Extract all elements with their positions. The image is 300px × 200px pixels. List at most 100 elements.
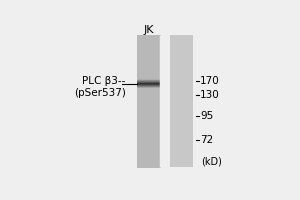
Bar <box>137 121 161 122</box>
Bar <box>137 83 161 84</box>
Bar <box>137 51 161 52</box>
Bar <box>137 47 161 48</box>
Bar <box>137 96 161 97</box>
Bar <box>137 137 161 138</box>
Bar <box>137 86 161 87</box>
Bar <box>137 161 161 162</box>
Bar <box>137 75 161 76</box>
Bar <box>137 83 161 84</box>
Bar <box>137 64 161 66</box>
Bar <box>137 82 161 83</box>
Bar <box>137 63 161 64</box>
Bar <box>137 88 161 89</box>
Bar <box>137 149 161 150</box>
Bar <box>170 35 193 167</box>
Bar <box>137 85 161 87</box>
Bar <box>137 82 161 84</box>
Bar <box>137 147 161 149</box>
Bar <box>137 85 161 86</box>
Bar <box>137 143 161 145</box>
Bar <box>137 45 161 47</box>
Bar <box>137 60 161 62</box>
Text: 95: 95 <box>200 111 214 121</box>
Bar <box>137 122 161 124</box>
Bar <box>137 104 161 105</box>
Bar <box>137 40 161 42</box>
Bar <box>137 92 161 93</box>
Text: JK: JK <box>144 25 154 35</box>
Bar <box>137 56 161 58</box>
Bar <box>137 80 161 81</box>
Bar <box>137 106 161 108</box>
Bar <box>137 141 161 142</box>
Bar <box>137 82 161 83</box>
Bar <box>137 80 161 81</box>
Bar <box>137 94 161 96</box>
Bar <box>137 138 161 140</box>
Bar <box>137 165 161 166</box>
Bar <box>137 145 161 146</box>
Bar <box>137 79 161 80</box>
Bar <box>137 44 161 46</box>
Bar <box>137 113 161 115</box>
Bar <box>137 67 161 68</box>
Bar <box>137 80 161 81</box>
Text: (kD): (kD) <box>201 156 222 166</box>
Bar <box>137 166 161 168</box>
Bar <box>137 154 161 156</box>
Bar <box>137 36 161 38</box>
Bar <box>137 110 161 112</box>
Bar <box>137 126 161 128</box>
Bar <box>137 73 161 75</box>
Bar <box>137 105 161 107</box>
Bar <box>137 59 161 60</box>
Bar <box>137 151 161 153</box>
Bar <box>137 133 161 134</box>
Bar <box>137 81 161 82</box>
Bar <box>137 39 161 40</box>
Bar <box>137 55 161 56</box>
Bar <box>137 86 161 87</box>
Bar <box>137 101 161 103</box>
Bar <box>137 41 161 43</box>
Bar <box>137 87 161 88</box>
Bar <box>137 72 161 73</box>
Bar <box>137 146 161 148</box>
Bar <box>137 81 161 83</box>
Bar <box>137 43 161 44</box>
Text: 130: 130 <box>200 90 220 100</box>
Text: (pSer537): (pSer537) <box>74 88 126 98</box>
Bar <box>137 108 161 109</box>
Bar <box>137 112 161 113</box>
Bar <box>137 85 161 86</box>
Bar <box>137 71 161 72</box>
Bar <box>137 114 161 116</box>
Bar <box>137 124 161 125</box>
Bar <box>137 90 161 92</box>
Bar <box>137 129 161 130</box>
Text: 170: 170 <box>200 76 220 86</box>
Bar <box>137 84 161 85</box>
Bar <box>137 84 161 85</box>
Bar <box>137 89 161 91</box>
Bar <box>137 158 161 160</box>
Bar <box>137 135 161 137</box>
Bar <box>137 78 161 80</box>
Bar <box>137 139 161 141</box>
Bar <box>137 134 161 136</box>
Bar <box>137 109 161 111</box>
Bar <box>137 37 161 39</box>
Bar <box>137 97 161 99</box>
Bar <box>137 120 161 121</box>
Bar <box>137 131 161 133</box>
Bar <box>137 48 161 50</box>
Bar <box>137 100 161 101</box>
Bar <box>137 35 161 36</box>
Bar <box>137 116 161 117</box>
Bar <box>137 68 161 70</box>
Bar <box>137 53 161 55</box>
Bar <box>137 98 161 100</box>
Bar <box>137 86 161 88</box>
Bar <box>137 127 161 129</box>
Bar <box>137 93 161 95</box>
